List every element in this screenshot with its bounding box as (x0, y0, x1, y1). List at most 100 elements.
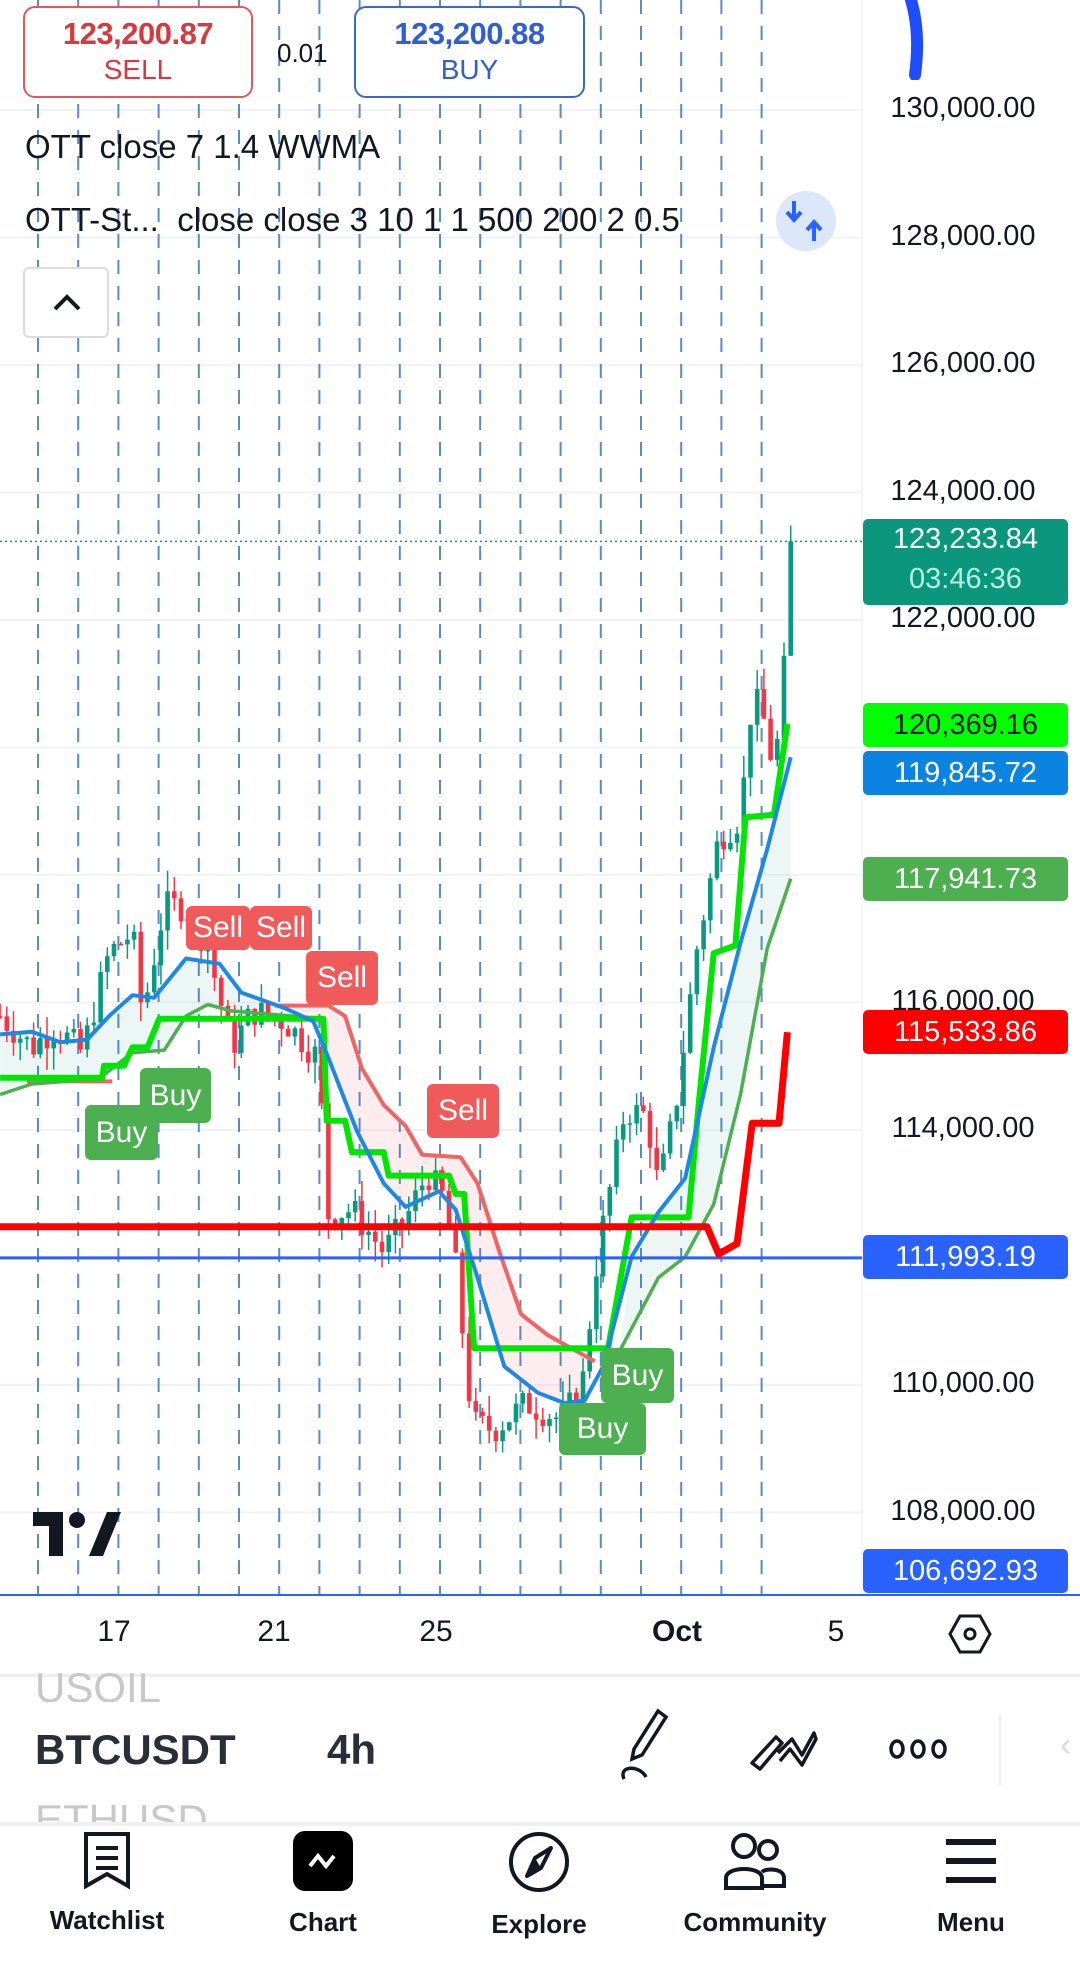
candle-body (547, 1419, 552, 1426)
sell-signal: Sell (427, 1084, 499, 1138)
compare-button[interactable] (776, 191, 836, 251)
candle-body (386, 1235, 391, 1252)
price-tag-value: 123,233.84 (892, 523, 1039, 555)
candle-body (172, 891, 177, 899)
nav-chart[interactable]: Chart (223, 1830, 423, 1938)
price-axis-label: 110,000.00 (891, 1367, 1035, 1399)
candle-body (98, 972, 103, 1023)
nav-label: Chart (289, 1907, 357, 1937)
buy-button[interactable]: 123,200.88 BUY (354, 6, 585, 98)
prev-symbol[interactable]: USOIL (35, 1664, 162, 1702)
price-axis-label: 126,000.00 (890, 347, 1036, 379)
hexagon-settings-icon[interactable] (948, 1612, 992, 1656)
community-icon (724, 1833, 786, 1890)
candle-body (647, 1111, 653, 1148)
candle-body (607, 1186, 613, 1216)
indicator-legend-ott[interactable]: OTT close 7 1.4 WWMA (25, 128, 381, 165)
pencil-draw-icon[interactable] (618, 1705, 678, 1785)
nav-watchlist[interactable]: Watchlist (7, 1830, 207, 1936)
scroll-left-icon[interactable]: ‹ (1060, 1726, 1072, 1764)
nav-label: Menu (937, 1907, 1005, 1937)
candle-body (721, 841, 726, 850)
swap-arrows-icon (785, 201, 823, 241)
candle-body (64, 1032, 70, 1042)
nav-label: Community (683, 1907, 827, 1937)
sell-signal: Sell (250, 906, 312, 950)
candle-body (768, 718, 773, 760)
date-label: Oct (651, 1615, 703, 1648)
hamburger-menu-icon (946, 1839, 996, 1883)
chart-bottom-border (0, 1594, 1080, 1596)
candle-body (373, 1231, 378, 1242)
candle-body (352, 1201, 358, 1213)
candle-body (567, 1392, 572, 1403)
candle-body (0, 1016, 3, 1018)
price-tag-value: 120,369.16 (892, 709, 1039, 741)
nav-community[interactable]: Community (655, 1830, 855, 1938)
candle-body (332, 1219, 338, 1227)
candle-body (527, 1393, 532, 1414)
date-label: 5 (827, 1615, 845, 1648)
interval-button[interactable]: 4h (327, 1726, 377, 1773)
nav-explore[interactable]: Explore (439, 1830, 639, 1940)
candle-body (433, 1170, 438, 1190)
uptrend-fill (619, 757, 791, 1351)
candle-body (105, 956, 110, 973)
candle-body (788, 541, 793, 656)
buy-label: BUY (440, 54, 499, 85)
candle-body (31, 1037, 36, 1055)
candle-body (620, 1124, 626, 1140)
price-tag: 111,993.19 (863, 1235, 1068, 1279)
tradingview-logo (33, 1512, 121, 1556)
candle-body (306, 1052, 311, 1063)
candle-body (11, 1030, 16, 1043)
candle-body (694, 949, 700, 995)
more-options-icon[interactable] (888, 1735, 948, 1765)
price-tag: 123,233.84 03:46:36 (863, 519, 1068, 605)
chart-icon (293, 1831, 353, 1891)
candle-body (178, 898, 184, 922)
price-tag: 119,845.72 (863, 751, 1068, 795)
chevron-up-icon (53, 294, 81, 311)
candle-body (366, 1231, 371, 1235)
ott-lower-line (618, 878, 793, 1352)
indicators-icon[interactable] (748, 1725, 820, 1775)
candle-body (51, 1040, 56, 1049)
next-symbol[interactable]: ETHUSD (35, 1796, 208, 1824)
candle-body (319, 1046, 324, 1104)
candle-body (754, 689, 760, 725)
candle-body (580, 1371, 586, 1412)
support-line (0, 756, 793, 1406)
candle-body (674, 1105, 680, 1122)
candle-body (131, 931, 137, 940)
price-chart[interactable] (0, 0, 1080, 1595)
candle-body (446, 1190, 452, 1228)
candle-body (346, 1212, 351, 1219)
candle-body (125, 939, 130, 945)
candle-body (225, 1005, 231, 1021)
candle-body (687, 994, 693, 1053)
uptrend-fill (0, 958, 324, 1095)
candle-body (466, 1333, 472, 1402)
candle-body (714, 841, 720, 879)
symbol-button[interactable]: BTCUSDT (35, 1726, 236, 1773)
collapse-legend-button[interactable] (23, 267, 109, 338)
candle-body (513, 1403, 519, 1423)
candle-body (279, 1018, 284, 1029)
nav-menu[interactable]: Menu (871, 1830, 1071, 1938)
candle-body (775, 738, 780, 760)
candle-body (205, 949, 211, 952)
countdown-timer: 03:46:36 (909, 563, 1022, 595)
price-tag: 106,692.93 (863, 1549, 1068, 1593)
candle-body (781, 655, 787, 739)
sell-button[interactable]: 123,200.87 SELL (23, 6, 253, 98)
indicator-legend-ott-st[interactable]: OTT-St... close close 3 10 1 1 500 200 2… (25, 201, 680, 239)
downtrend-fill (274, 1005, 595, 1404)
buy-price: 123,200.88 (394, 16, 545, 51)
candle-body (326, 1103, 331, 1220)
divider (0, 1674, 1080, 1677)
candle-body (594, 1276, 599, 1330)
price-tag-value: 119,845.72 (894, 757, 1037, 789)
candle-body (728, 842, 733, 850)
candle-body (533, 1413, 539, 1420)
